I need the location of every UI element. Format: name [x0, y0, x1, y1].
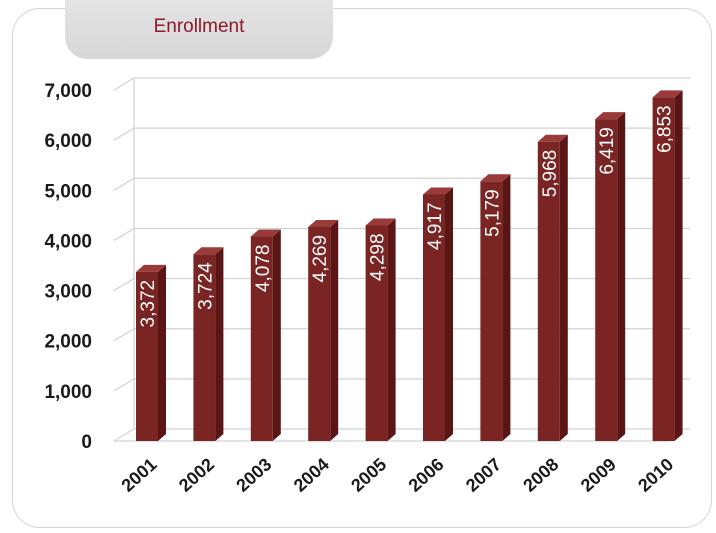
bar-front: [423, 194, 445, 441]
data-label: 4,078: [253, 245, 274, 293]
data-label: 3,372: [138, 280, 159, 328]
bar-2008: 5,968: [537, 134, 568, 441]
x-tick-label: 2004: [290, 454, 333, 496]
bar-front: [250, 236, 273, 441]
bar-side: [617, 112, 626, 442]
bar-front: [480, 181, 503, 441]
y-tick-label: 7,000: [44, 81, 92, 102]
bar-front: [537, 141, 560, 441]
bar-front: [193, 254, 216, 441]
bar-side: [272, 229, 281, 441]
x-tick-label: 2010: [634, 454, 677, 496]
y-tick-label: 1,000: [44, 382, 92, 403]
grid-line-depth: [113, 328, 135, 342]
bar-top: [193, 247, 224, 255]
grid-line-depth: [113, 177, 135, 191]
x-tick-label: 2007: [462, 454, 505, 496]
chart-title: Enrollment: [153, 16, 245, 37]
bar-front: [136, 271, 158, 441]
x-tick-label: 2001: [118, 454, 161, 496]
bar-front: [595, 119, 618, 442]
y-tick-label: 4,000: [44, 231, 92, 252]
bar-top: [652, 90, 683, 98]
bar-top: [423, 187, 453, 195]
data-label: 5,968: [540, 150, 561, 198]
y-tick-label: 5,000: [44, 181, 92, 202]
grid-line-depth: [113, 77, 135, 91]
bar-top: [537, 134, 568, 142]
bar-2007: 5,179: [480, 174, 511, 441]
grid-line-depth: [113, 127, 135, 141]
data-label: 6,419: [597, 127, 618, 175]
y-tick-label: 3,000: [44, 282, 92, 303]
bar-side: [502, 174, 511, 441]
x-axis: 2001 2002 2003 2004 2005 2006 2007 2008 2009 2010: [118, 454, 678, 496]
y-axis: 0 1,000 2,000 3,000 4,000 5,000 6,000 7,000: [44, 81, 92, 453]
bar-side: [330, 219, 339, 441]
bar-top: [308, 219, 339, 227]
bar-top: [480, 174, 511, 182]
bar-2005: 4,298: [365, 218, 396, 441]
bar-2003: 4,078: [250, 229, 281, 441]
data-label: 4,269: [310, 235, 331, 283]
bar-side: [387, 218, 396, 441]
x-tick-label: 2003: [232, 454, 275, 496]
bar-top: [250, 229, 281, 237]
bar-2002: 3,724: [193, 247, 224, 441]
y-tick-label: 2,000: [44, 332, 92, 353]
bar-2006: 4,917: [423, 187, 453, 441]
bar-side: [674, 90, 683, 441]
y-tick-label: 6,000: [44, 131, 92, 152]
bar-top: [595, 112, 626, 120]
bar-front: [365, 225, 388, 441]
bars: 3,372 3,724 4,078 4,269 4,298 4,917 5,179 5,968…: [136, 90, 683, 442]
bar-front: [308, 226, 331, 441]
grid-line-depth: [113, 378, 135, 392]
y-tick-label: 0: [81, 432, 92, 453]
bar-side: [158, 264, 166, 441]
bar-2009: 6,419: [595, 112, 626, 442]
bar-2001: 3,372: [136, 264, 166, 441]
data-label: 4,298: [368, 233, 389, 281]
data-label: 6,853: [655, 105, 676, 153]
data-label: 4,917: [425, 202, 446, 250]
bar-side: [559, 134, 568, 441]
bar-side: [215, 247, 224, 441]
grid-line-depth: [113, 227, 135, 241]
x-tick-label: 2008: [519, 454, 562, 496]
bar-top: [136, 264, 166, 272]
data-label: 3,724: [195, 262, 216, 310]
chart-title-tab: Enrollment: [65, 0, 333, 59]
x-tick-label: 2006: [405, 454, 448, 496]
grid-line-depth: [113, 428, 135, 442]
bar-front: [652, 97, 675, 441]
bar-top: [365, 218, 396, 226]
bar-side: [445, 187, 453, 441]
x-tick-label: 2009: [577, 454, 620, 496]
x-tick-label: 2002: [175, 454, 218, 496]
bar-2010: 6,853: [652, 90, 683, 441]
x-tick-label: 2005: [347, 454, 390, 496]
data-label: 5,179: [482, 189, 503, 237]
grid-line-depth: [113, 278, 135, 292]
bar-2004: 4,269: [308, 219, 339, 441]
